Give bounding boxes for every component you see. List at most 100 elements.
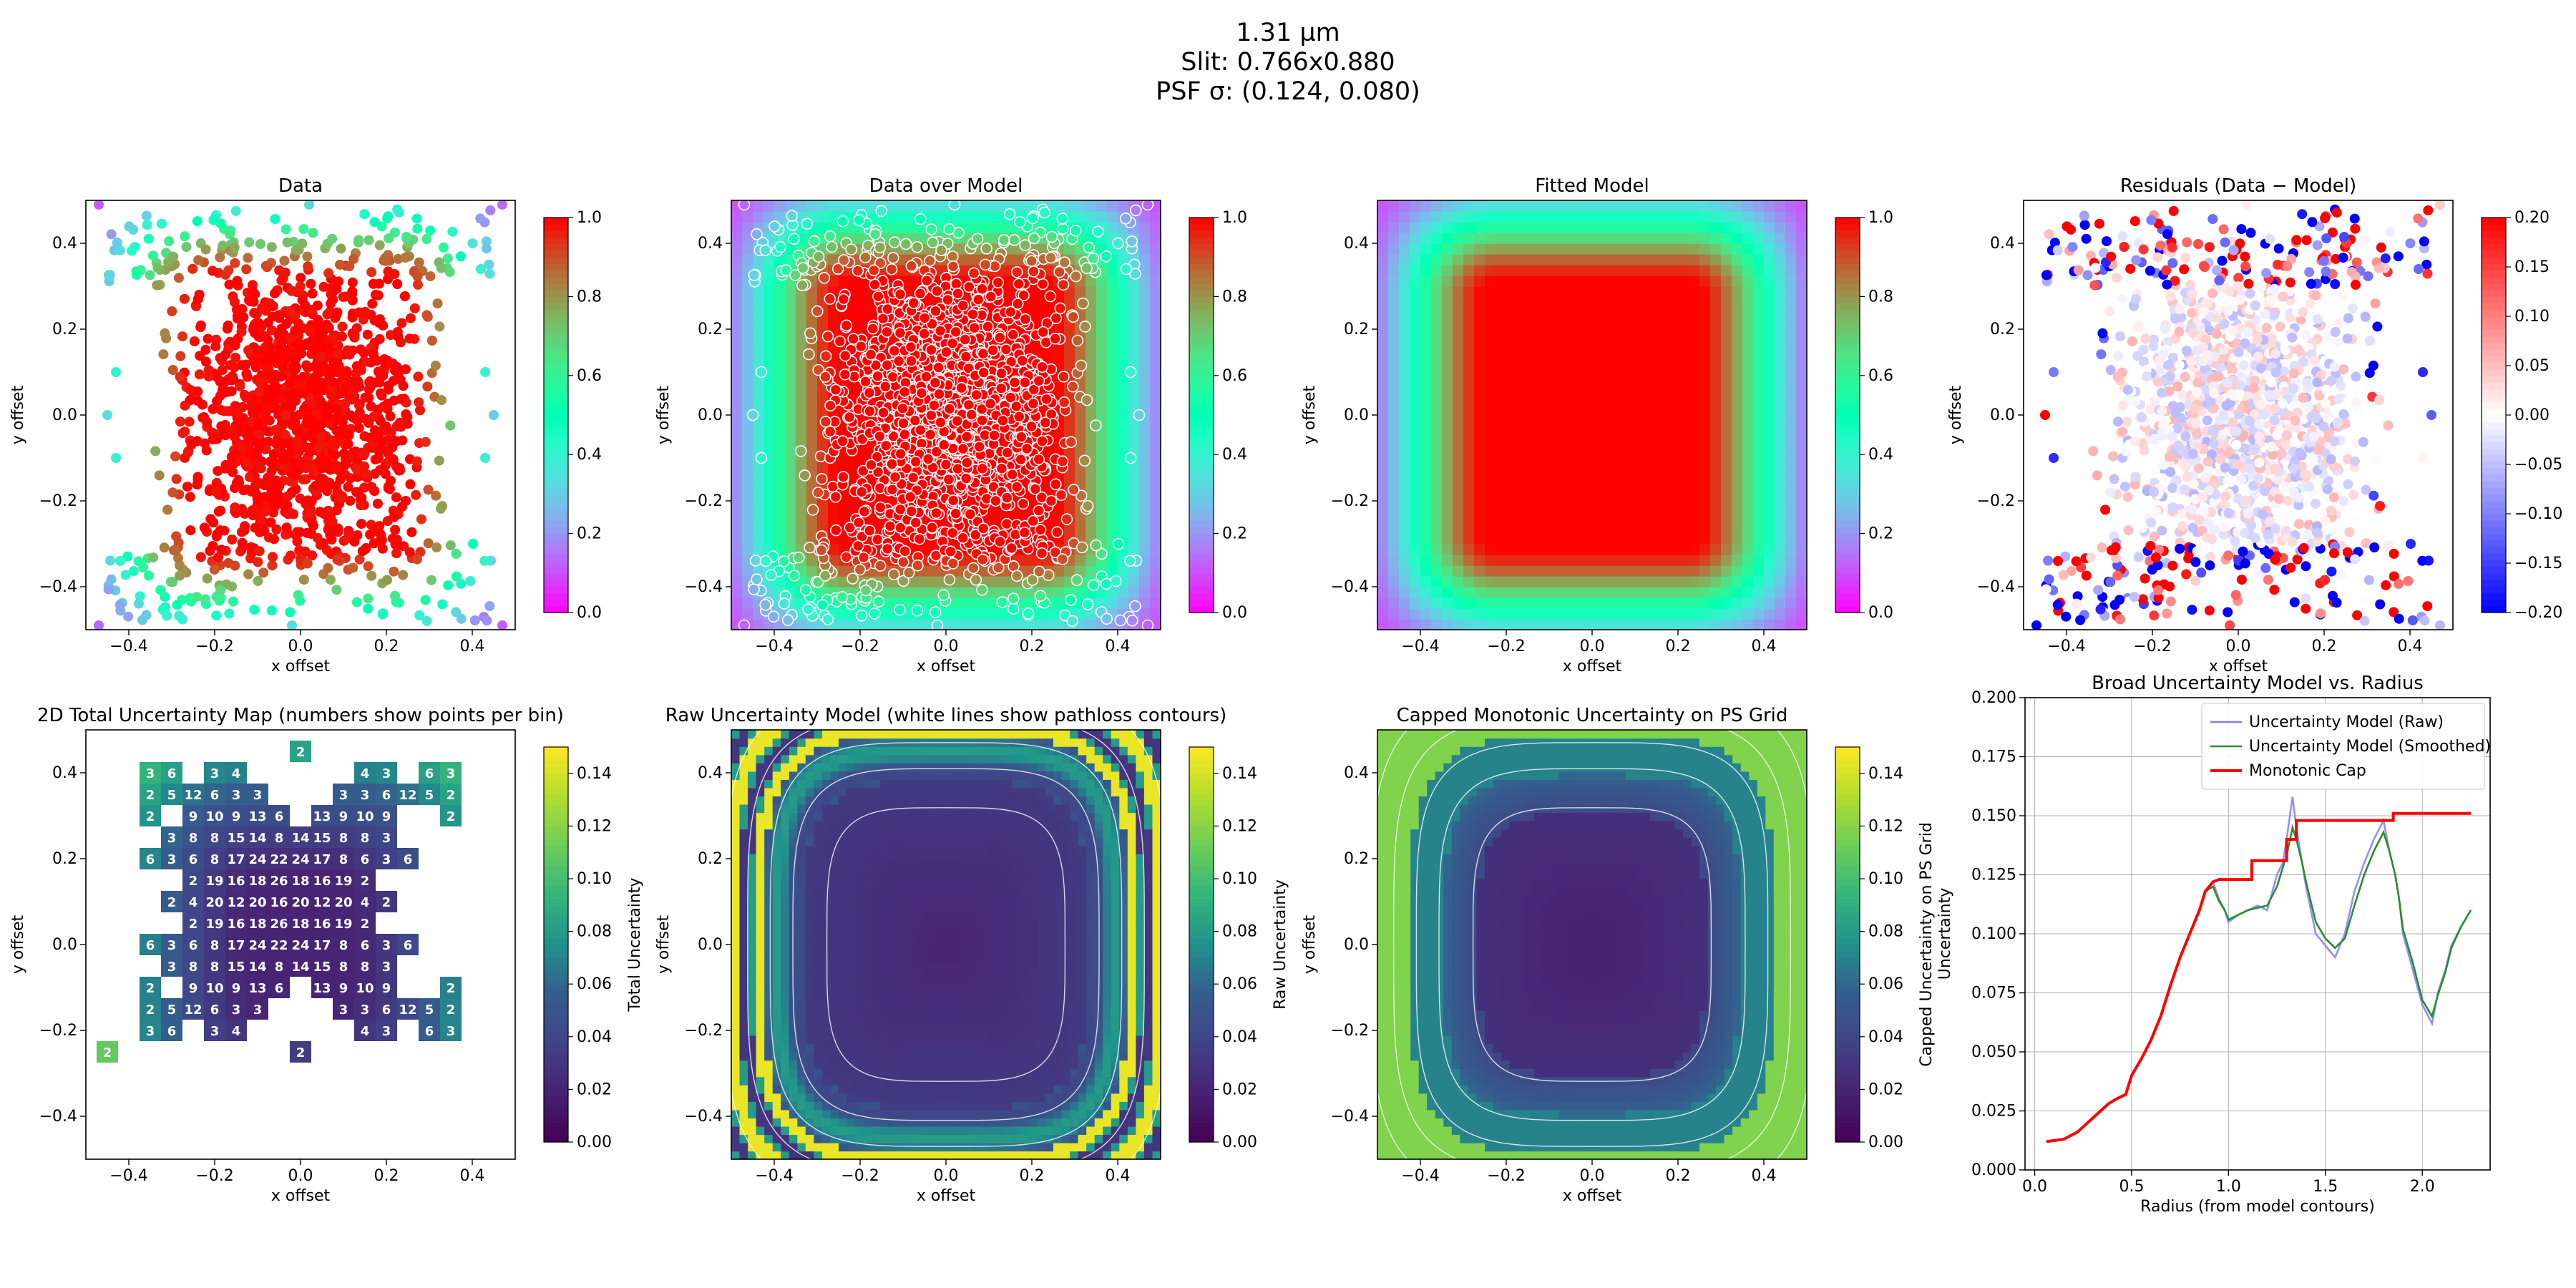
figure-title-line-2: Slit: 0.766x0.880	[1181, 48, 1395, 77]
image-pixel	[828, 544, 839, 555]
data-point	[366, 401, 376, 411]
data-point	[208, 541, 218, 551]
image-pixel	[1085, 361, 1097, 373]
data-point	[824, 230, 836, 243]
data-point	[839, 368, 852, 381]
image-pixel	[742, 329, 753, 341]
data-point	[874, 560, 887, 572]
image-pixel	[742, 533, 753, 545]
image-pixel	[785, 512, 796, 523]
data-point	[937, 589, 950, 601]
data-point	[976, 583, 988, 596]
image-pixel	[806, 555, 818, 566]
data-point	[369, 411, 379, 422]
data-point	[455, 251, 466, 262]
image-pixel	[1128, 308, 1140, 319]
image-pixel	[1128, 329, 1140, 341]
data-point	[250, 328, 260, 338]
data-point	[904, 341, 917, 353]
data-point	[393, 253, 404, 264]
image-pixel	[978, 619, 990, 630]
colorbar-step	[1189, 250, 1214, 258]
image-pixel	[774, 576, 786, 587]
image-pixel	[914, 619, 925, 630]
data-point	[340, 291, 351, 302]
image-pixel	[1150, 404, 1161, 416]
image-pixel	[1085, 447, 1097, 459]
data-point	[1100, 577, 1113, 590]
image-pixel	[828, 318, 839, 330]
image-pixel	[1150, 490, 1161, 502]
image-pixel	[1053, 565, 1065, 577]
data-point	[918, 328, 930, 340]
data-point	[352, 415, 363, 426]
image-pixel	[1096, 512, 1108, 523]
colorbar-step	[544, 224, 568, 231]
colorbar-step	[544, 389, 568, 396]
data-point	[193, 255, 204, 265]
data-point	[875, 205, 887, 218]
image-pixel	[1107, 415, 1118, 426]
data-point	[421, 615, 432, 626]
data-point	[979, 258, 992, 271]
data-point	[167, 487, 178, 498]
image-pixel	[935, 200, 947, 212]
colorbar-step	[544, 421, 568, 429]
data-point	[374, 240, 385, 250]
figure-title-line-3: PSF σ: (0.124, 0.080)	[1156, 77, 1420, 106]
image-pixel	[806, 533, 818, 545]
data-point	[256, 514, 267, 525]
image-pixel	[1107, 383, 1118, 394]
data-point	[887, 430, 899, 443]
image-pixel	[1107, 447, 1118, 459]
image-pixel	[763, 522, 775, 534]
data-point	[933, 388, 945, 401]
image-pixel	[731, 265, 743, 276]
image-pixel	[774, 200, 786, 212]
data-point	[943, 403, 956, 415]
data-point	[219, 525, 230, 536]
data-point	[374, 314, 385, 325]
image-pixel	[1053, 576, 1065, 587]
colorbar-tick-label: 0.0	[1222, 604, 1247, 622]
image-pixel	[892, 211, 904, 223]
image-pixel	[1139, 597, 1151, 609]
image-pixel	[774, 512, 786, 523]
image-pixel	[882, 576, 893, 587]
data-point	[199, 412, 210, 422]
image-pixel	[774, 469, 786, 480]
data-point	[872, 466, 884, 479]
image-pixel	[1010, 254, 1022, 265]
image-pixel	[1377, 200, 1389, 212]
image-pixel	[839, 512, 850, 523]
data-point	[945, 545, 957, 558]
data-point	[904, 491, 917, 503]
data-point	[220, 459, 231, 470]
image-pixel	[753, 329, 764, 341]
data-point	[952, 462, 964, 475]
data-point	[946, 337, 959, 350]
image-pixel	[1128, 587, 1140, 598]
image-pixel	[1377, 404, 1389, 416]
data-point	[156, 218, 167, 229]
image-pixel	[1000, 222, 1011, 233]
colorbar-step	[1189, 599, 1214, 607]
data-point	[990, 494, 1002, 507]
data-point	[263, 298, 273, 308]
data-point	[797, 262, 809, 274]
data-point	[837, 254, 850, 266]
image-pixel	[1150, 243, 1161, 255]
data-point	[172, 600, 182, 610]
data-point	[181, 242, 192, 252]
image-pixel	[806, 394, 818, 405]
data-point	[371, 356, 382, 366]
data-point	[854, 563, 867, 576]
data-point	[426, 368, 437, 379]
image-pixel	[753, 436, 764, 448]
colorbar-step	[544, 533, 568, 541]
data-point	[437, 501, 448, 512]
image-pixel	[1118, 597, 1129, 609]
data-point	[806, 504, 819, 516]
data-point	[336, 243, 346, 254]
image-pixel	[1085, 211, 1097, 223]
